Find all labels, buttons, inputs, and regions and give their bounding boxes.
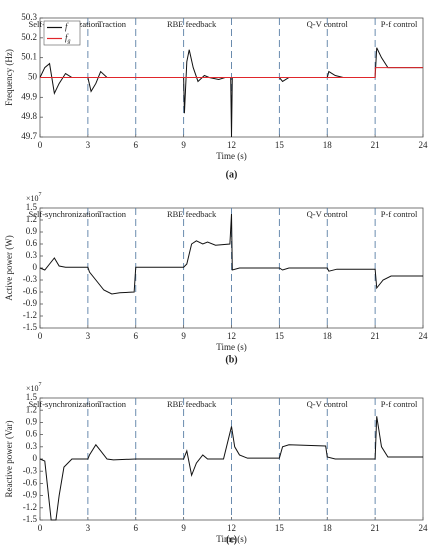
y-tick-label: -1.5 [23, 322, 38, 332]
legend-label: f [65, 22, 69, 32]
x-tick-label: 6 [134, 331, 139, 341]
y-tick-label: 49.9 [21, 91, 37, 101]
x-tick-label: 3 [86, 523, 91, 533]
legend-subscript: g [68, 39, 71, 45]
section-label: P-f control [381, 209, 418, 219]
axis-multiplier: ×107 [26, 382, 42, 392]
section-label: P-f control [381, 399, 418, 409]
section-label: Traction [98, 209, 127, 219]
y-tick-label: 1.2 [26, 404, 37, 414]
caption: (b) [225, 354, 237, 365]
x-tick-label: 0 [38, 331, 43, 341]
data-line [39, 213, 423, 295]
caption: (a) [226, 169, 238, 180]
x-tick-label: 12 [227, 331, 236, 341]
y-tick-label: 0.3 [26, 441, 38, 451]
y-tick-label: 1.5 [26, 202, 38, 212]
section-label: RBE feedback [167, 19, 217, 29]
section-label: Q-V control [307, 19, 349, 29]
x-axis-label: Time (s) [216, 151, 246, 161]
axis-multiplier: ×107 [26, 192, 42, 202]
data-line [40, 67, 423, 78]
x-tick-label: 6 [134, 140, 139, 150]
x-tick-label: 3 [86, 140, 91, 150]
x-axis-label: Time (s) [216, 342, 246, 352]
x-tick-label: 24 [419, 140, 429, 150]
y-tick-label: -1.2 [23, 502, 37, 512]
y-tick-label: -0.6 [23, 286, 38, 296]
x-tick-label: 24 [419, 331, 429, 341]
section-label: Self-synchronization [29, 209, 101, 219]
x-tick-label: 12 [227, 140, 236, 150]
y-tick-label: 0 [33, 262, 38, 272]
x-tick-label: 18 [323, 523, 333, 533]
y-tick-label: 0.3 [26, 250, 38, 260]
multiplier-base: ×10 [26, 194, 39, 203]
section-label: Q-V control [307, 209, 349, 219]
y-tick-label: 1.2 [26, 214, 37, 224]
y-tick-label: 50.3 [21, 12, 37, 22]
section-label: Traction [98, 19, 127, 29]
multiplier-exponent: 7 [39, 192, 42, 198]
x-tick-label: 9 [181, 331, 186, 341]
x-tick-label: 18 [323, 140, 333, 150]
caption: (c) [226, 534, 237, 545]
y-tick-label: 0 [33, 453, 38, 463]
y-tick-label: -1.5 [23, 514, 38, 524]
x-tick-label: 21 [371, 331, 380, 341]
section-label: Self-synchronization [29, 399, 101, 409]
y-tick-label: 49.8 [21, 111, 37, 121]
data-line [39, 47, 423, 138]
y-tick-label: -0.3 [23, 465, 38, 475]
x-tick-label: 18 [323, 331, 333, 341]
x-tick-label: 3 [86, 331, 91, 341]
x-tick-label: 0 [38, 140, 43, 150]
multiplier-exponent: 7 [39, 382, 42, 388]
x-axis-label: Time (s) [216, 534, 246, 544]
x-tick-label: 15 [275, 523, 285, 533]
y-tick-label: 0.9 [26, 416, 38, 426]
section-label: Traction [98, 399, 127, 409]
y-tick-label: 49.7 [21, 131, 37, 141]
y-tick-label: -0.3 [23, 274, 38, 284]
y-axis-label: Frequency (Hz) [4, 49, 14, 106]
y-tick-label: 0.9 [26, 226, 38, 236]
y-tick-label: 0.6 [26, 238, 38, 248]
x-tick-label: 6 [134, 523, 139, 533]
y-tick-label: -0.9 [23, 298, 38, 308]
x-tick-label: 15 [275, 140, 285, 150]
x-tick-label: 21 [371, 140, 380, 150]
x-tick-label: 9 [181, 523, 186, 533]
x-tick-label: 15 [275, 331, 285, 341]
y-axis-label: Active power (W) [4, 235, 14, 300]
y-tick-label: -0.9 [23, 490, 38, 500]
legend-box [43, 20, 81, 46]
x-tick-label: 24 [419, 523, 429, 533]
x-tick-label: 21 [371, 523, 380, 533]
x-tick-label: 9 [181, 140, 186, 150]
legend-name: f [65, 33, 69, 43]
section-label: P-f control [381, 19, 418, 29]
section-label: RBE feedback [167, 209, 217, 219]
x-tick-label: 0 [38, 523, 43, 533]
y-tick-label: 1.5 [26, 392, 38, 402]
multiplier-base: ×10 [26, 384, 39, 393]
y-tick-label: -1.2 [23, 310, 37, 320]
y-tick-label: 50 [28, 72, 38, 82]
y-tick-label: 0.6 [26, 429, 38, 439]
y-tick-label: -0.6 [23, 477, 38, 487]
legend-label: fg [65, 33, 71, 45]
y-axis-label: Reactive power (Var) [4, 421, 14, 498]
data-line [39, 416, 423, 521]
y-tick-label: 50.1 [21, 52, 37, 62]
section-label: RBE feedback [167, 399, 217, 409]
legend-name: f [65, 22, 69, 32]
x-tick-label: 12 [227, 523, 236, 533]
section-label: Q-V control [307, 399, 349, 409]
y-tick-label: 50.2 [21, 32, 37, 42]
